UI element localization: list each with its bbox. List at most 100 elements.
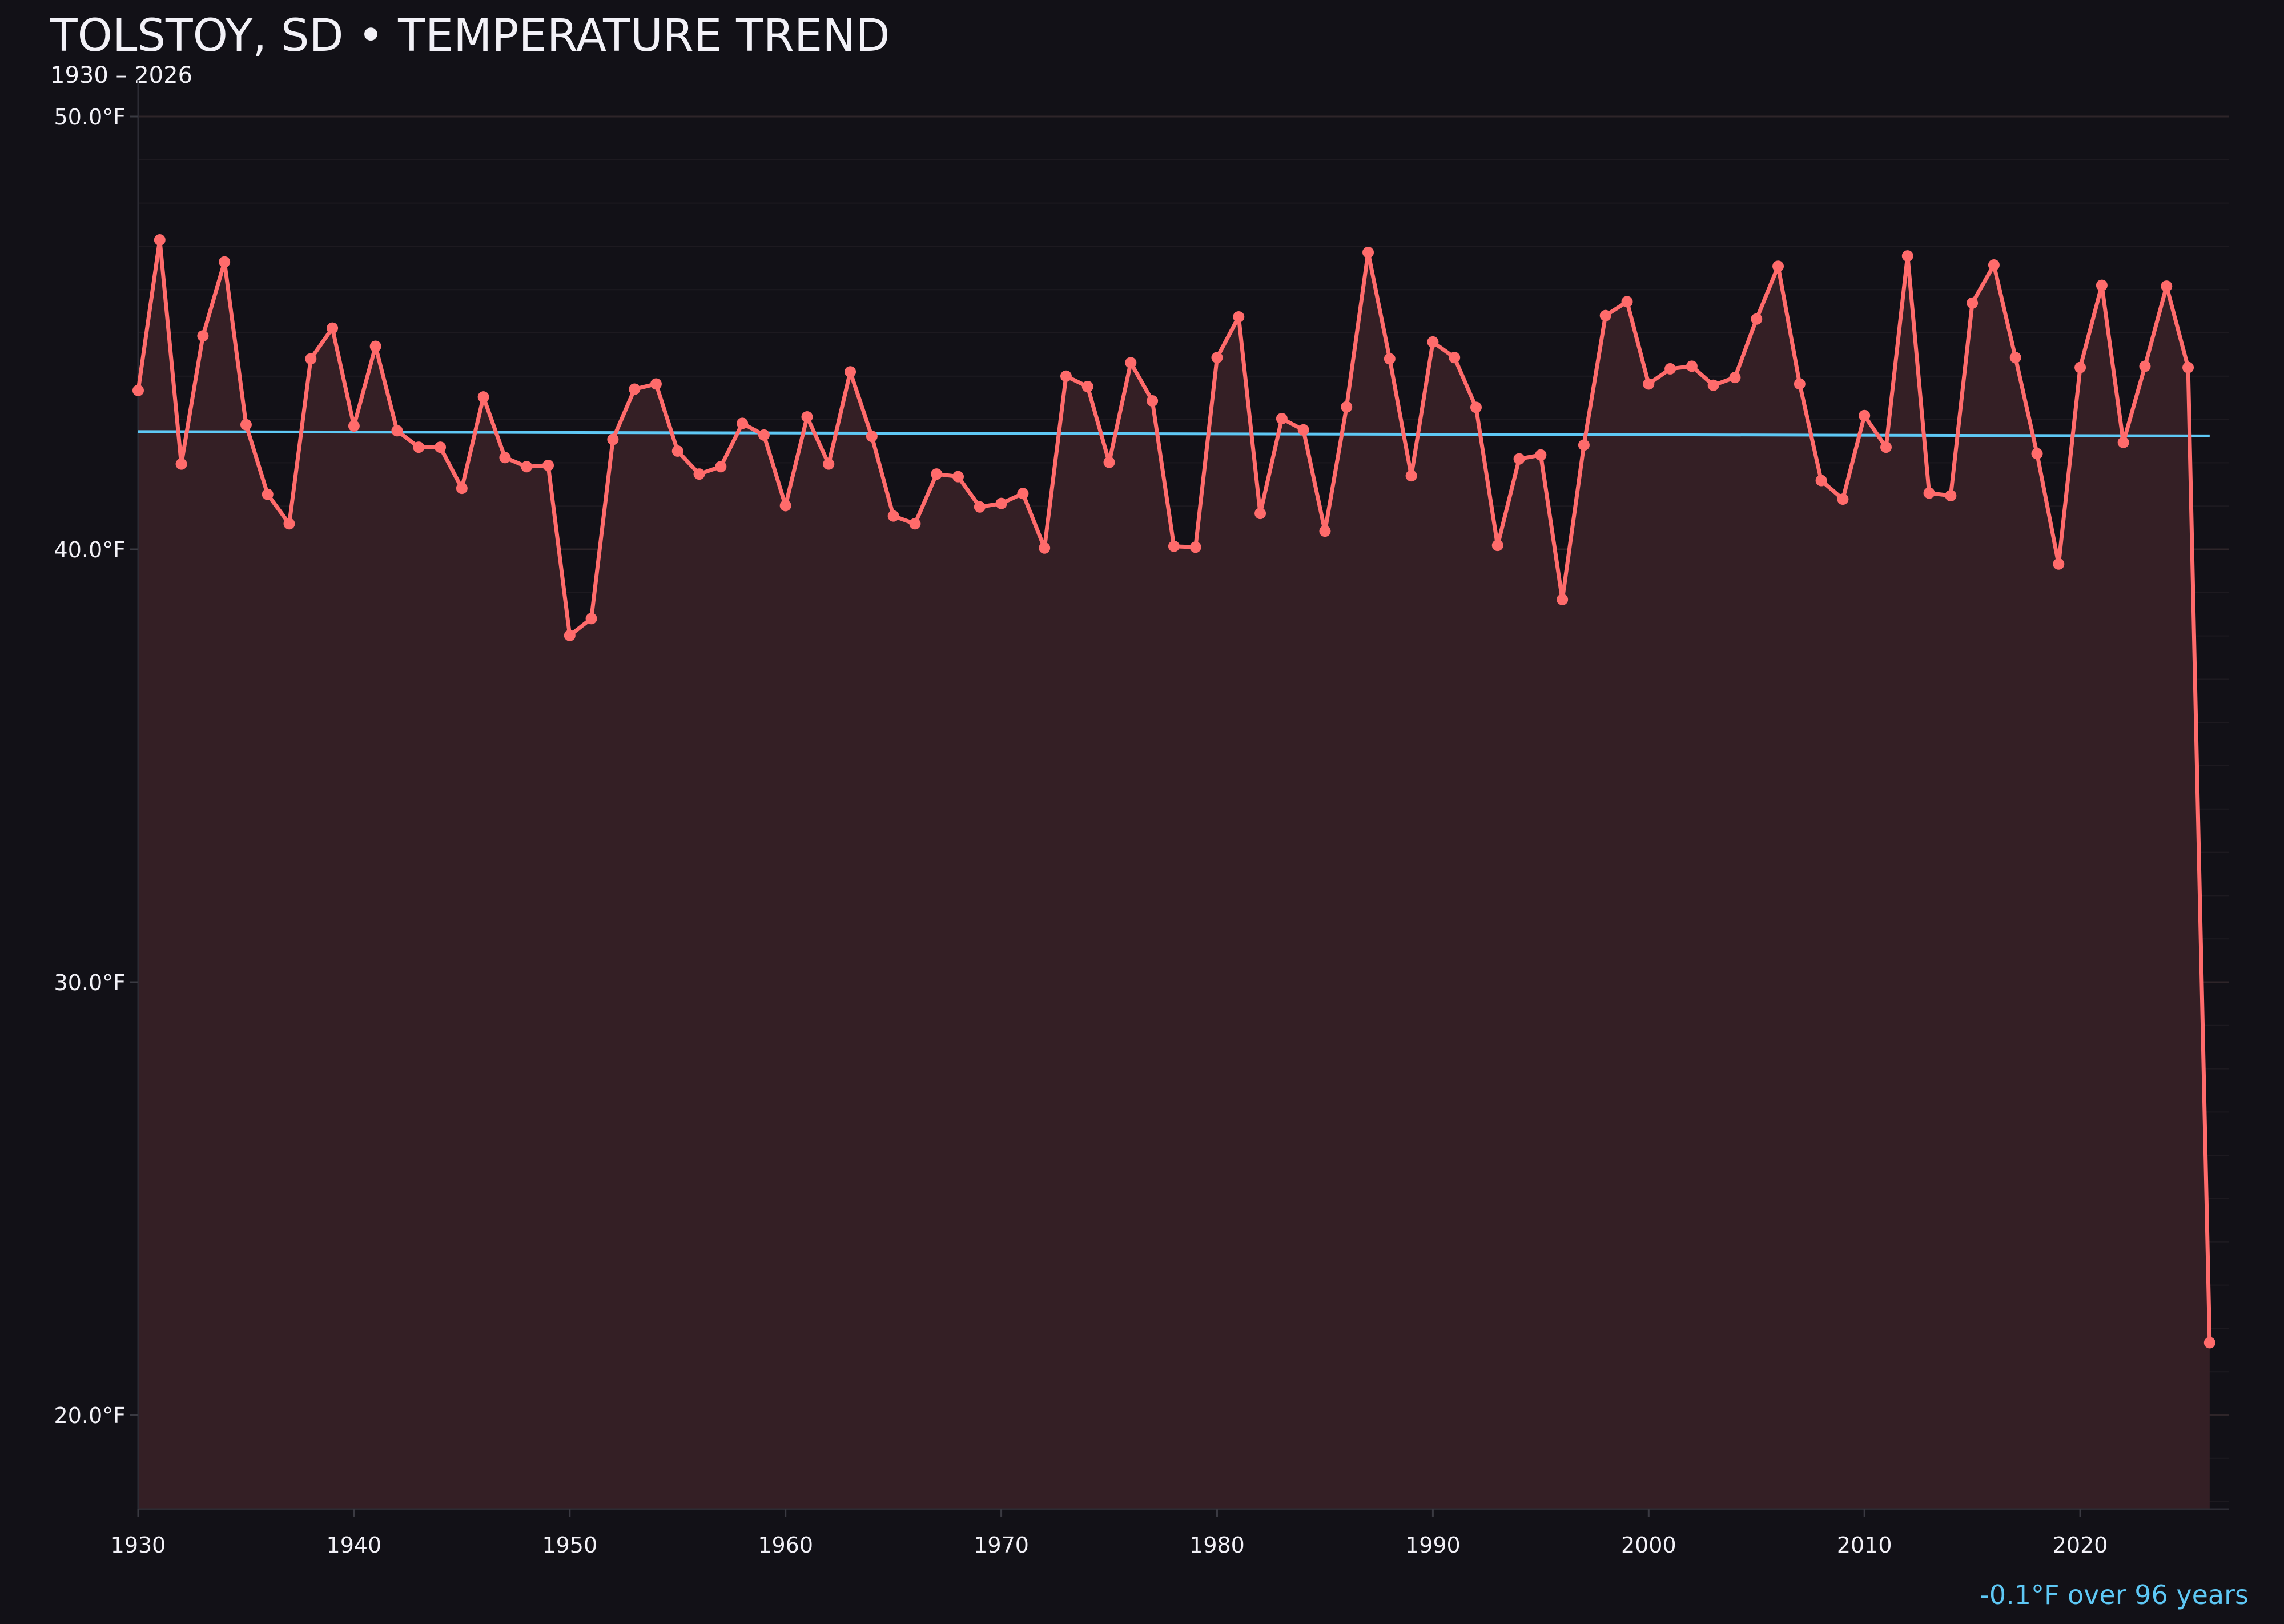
- data-point: [866, 431, 878, 443]
- data-point: [758, 429, 770, 441]
- data-point: [477, 391, 489, 403]
- data-point: [1017, 488, 1029, 500]
- data-point: [801, 411, 813, 423]
- data-point: [1297, 424, 1309, 436]
- data-point: [1967, 297, 1979, 309]
- data-point: [283, 518, 295, 530]
- data-point: [542, 459, 554, 471]
- data-point: [887, 510, 899, 522]
- data-point: [327, 322, 339, 334]
- x-tick-label: 2010: [1837, 1533, 1892, 1558]
- data-point: [2031, 448, 2043, 460]
- data-point: [154, 234, 166, 246]
- data-point: [909, 518, 921, 530]
- data-point: [456, 483, 468, 495]
- data-point: [1643, 378, 1655, 390]
- x-tick-label: 1960: [758, 1533, 813, 1558]
- data-point: [1880, 441, 1892, 453]
- data-point: [1319, 525, 1331, 537]
- data-point: [2161, 280, 2173, 292]
- data-point: [262, 488, 274, 500]
- x-tick-label: 1950: [542, 1533, 597, 1558]
- data-point: [931, 468, 943, 480]
- data-point: [2117, 436, 2129, 448]
- data-point: [1837, 493, 1849, 505]
- data-point: [1039, 542, 1051, 554]
- data-point: [1815, 475, 1827, 487]
- data-point: [1578, 439, 1590, 451]
- data-point: [1384, 353, 1396, 365]
- x-tick-label: 2020: [2053, 1533, 2108, 1558]
- data-point: [1513, 453, 1525, 465]
- data-point: [1901, 250, 1913, 262]
- data-point: [1621, 296, 1633, 308]
- data-point: [1988, 259, 2000, 271]
- data-point: [1211, 352, 1223, 364]
- data-point: [435, 441, 447, 453]
- data-point: [564, 629, 576, 641]
- data-point: [219, 256, 231, 268]
- y-tick-label: 20.0°F: [54, 1403, 126, 1428]
- data-point: [197, 330, 209, 342]
- data-point: [369, 340, 381, 352]
- data-point: [952, 471, 964, 483]
- x-tick-label: 1930: [111, 1533, 166, 1558]
- data-point: [2053, 558, 2065, 570]
- y-tick-label: 40.0°F: [54, 537, 126, 562]
- data-point: [629, 383, 641, 395]
- data-point: [995, 497, 1007, 509]
- data-point: [607, 433, 619, 445]
- data-point: [1147, 395, 1159, 407]
- data-point: [1233, 311, 1245, 323]
- data-point: [2074, 361, 2086, 373]
- data-point: [1470, 401, 1482, 413]
- data-point: [671, 445, 683, 457]
- x-tick-label: 1980: [1189, 1533, 1245, 1558]
- data-point: [2009, 352, 2021, 364]
- data-point: [348, 420, 360, 432]
- data-point: [1729, 372, 1741, 384]
- data-point: [2182, 361, 2194, 373]
- chart-subtitle: 1930 – 2026: [50, 62, 193, 89]
- data-point: [974, 501, 986, 513]
- data-point: [132, 384, 144, 396]
- data-point: [1405, 470, 1417, 482]
- data-point: [240, 419, 252, 431]
- data-point: [585, 613, 597, 625]
- data-point: [715, 461, 727, 473]
- data-point: [1859, 409, 1871, 421]
- data-point: [413, 441, 425, 453]
- trend-summary: -0.1°F over 96 years: [1980, 1579, 2249, 1610]
- data-point: [693, 468, 705, 480]
- y-tick-label: 50.0°F: [54, 104, 126, 130]
- x-tick-label: 2000: [1621, 1533, 1676, 1558]
- data-point: [1189, 541, 1201, 553]
- data-point: [391, 425, 403, 437]
- y-tick-label: 30.0°F: [54, 970, 126, 995]
- data-point: [1103, 456, 1115, 468]
- data-point: [2096, 279, 2108, 291]
- trend-line: [138, 430, 2210, 437]
- data-point: [737, 417, 749, 429]
- data-point: [1341, 401, 1353, 413]
- x-axis-ticks: 1930 1940 1950 1960 1970 1980 1990 2000 2010 2020: [111, 1509, 2108, 1558]
- data-point: [175, 458, 187, 470]
- data-point: [1125, 357, 1137, 369]
- data-point: [1599, 309, 1611, 321]
- data-point: [305, 353, 317, 365]
- y-axis-ticks: 20.0°F 30.0°F 40.0°F 50.0°F: [54, 104, 138, 1428]
- data-points: [132, 234, 2215, 1349]
- data-point: [1276, 413, 1288, 425]
- data-point: [1060, 370, 1072, 382]
- data-point: [1772, 260, 1784, 272]
- data-point: [1794, 378, 1806, 390]
- data-point: [1449, 352, 1461, 364]
- data-point: [2203, 1337, 2215, 1349]
- data-point: [1923, 487, 1935, 499]
- chart-title: TOLSTOY, SD • TEMPERATURE TREND: [50, 10, 890, 62]
- data-point: [1751, 313, 1763, 325]
- data-point: [2139, 360, 2151, 372]
- data-point: [1557, 593, 1569, 605]
- data-point: [1707, 379, 1719, 391]
